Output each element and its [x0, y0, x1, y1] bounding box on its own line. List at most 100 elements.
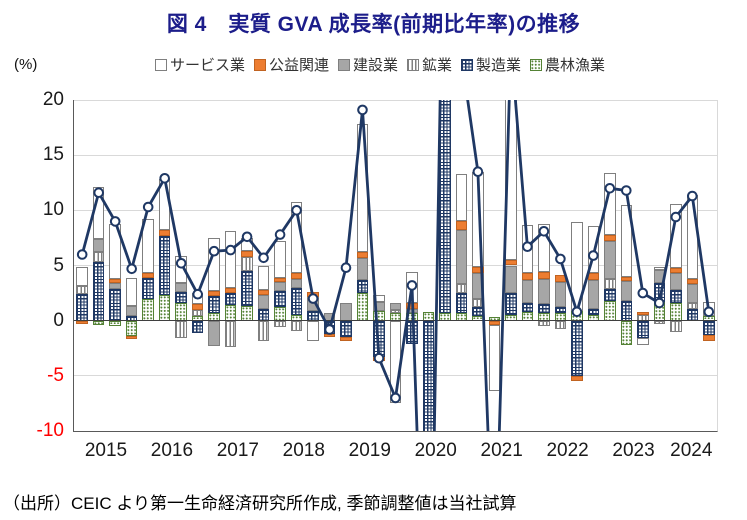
page-title: 図 4 実質 GVA 成長率(前期比年率)の推移 — [166, 13, 581, 36]
bar-segment-construction — [356, 257, 369, 280]
line-marker — [241, 231, 253, 243]
line-marker — [126, 263, 138, 275]
bar-segment-utilities — [521, 273, 534, 280]
y-axis-tick-label: 10 — [42, 199, 64, 221]
x-axis-year-label: 2022 — [546, 440, 589, 461]
line-marker — [390, 392, 401, 404]
bar-segment-manufacturing — [175, 291, 187, 303]
legend-label: 製造業 — [476, 57, 522, 74]
line-marker — [274, 229, 286, 240]
bar-segment-mining — [92, 252, 105, 263]
legend-swatch-construction-icon — [337, 58, 350, 71]
bar-segment-construction — [455, 230, 468, 285]
x-axis-year-label: 2024 — [670, 440, 713, 461]
bar-segment-services — [125, 277, 138, 307]
bar-segment-services — [142, 219, 154, 274]
y-axis-tick-label: 15 — [42, 144, 64, 166]
bar-segment-construction — [274, 282, 286, 291]
bar-segment-utilities — [241, 251, 253, 257]
bar-segment-construction — [670, 273, 682, 290]
line-marker — [522, 241, 533, 252]
line-marker — [159, 173, 170, 184]
bar-segment-construction — [175, 283, 187, 292]
zero-axis-line — [74, 319, 717, 322]
bar-segment-services — [604, 172, 616, 235]
bar-segment-manufacturing — [521, 303, 534, 312]
x-axis-year-label: 2020 — [414, 440, 457, 461]
bar-segment-manufacturing — [604, 288, 616, 301]
gva-growth-line-chart — [76, 100, 715, 431]
gridline — [74, 100, 717, 101]
bar-segment-services — [455, 173, 468, 222]
bar-segment-services — [670, 203, 682, 268]
bar-segment-utilities — [472, 266, 484, 274]
line-marker — [604, 183, 616, 194]
bar-segment-utilities — [538, 272, 550, 279]
bar-segment-utilities — [637, 311, 649, 316]
bar-segment-construction — [125, 306, 138, 317]
line-marker — [192, 288, 203, 300]
bar-segment-mining — [604, 278, 616, 289]
line-marker — [142, 201, 154, 213]
bar-segment-manufacturing — [455, 293, 468, 313]
bar-segment-utilities — [670, 267, 682, 274]
legend-swatch-utilities-icon — [253, 58, 266, 71]
legend-label: 公益関連 — [268, 57, 329, 74]
y-axis-tick-label: 0 — [53, 309, 64, 331]
bar-segment-manufacturing — [538, 304, 550, 313]
legend-item-manufacturing: 製造業 — [461, 54, 521, 75]
bar-segment-manufacturing — [554, 307, 567, 313]
bar-segment-construction — [686, 284, 699, 303]
x-axis-year-label: 2018 — [282, 440, 325, 461]
bar-segment-manufacturing — [274, 290, 286, 308]
bar-segment-services — [620, 204, 633, 277]
y-axis-tick-label: 5 — [53, 254, 64, 276]
legend-label: 鉱業 — [422, 57, 453, 74]
bar-segment-mining — [389, 309, 402, 313]
legend: サービス業 公益関連 建設業 鉱業 製造業 農林漁業 — [60, 54, 700, 75]
source-note: （出所）CEIC より第一生命経済研究所作成, 季節調整値は当社試算 — [3, 494, 517, 513]
bar-segment-construction — [92, 239, 105, 253]
bar-segment-services — [637, 338, 649, 345]
bar-segment-manufacturing — [142, 277, 154, 299]
bar-segment-utilities — [703, 335, 715, 341]
legend-swatch-mining-icon — [407, 58, 419, 71]
bar-segment-construction — [620, 280, 633, 301]
x-axis-year-label: 2016 — [150, 440, 194, 461]
plot-area — [73, 100, 718, 432]
bar-segment-construction — [109, 283, 121, 289]
legend-label: サービス業 — [169, 57, 245, 74]
line-marker — [76, 249, 88, 260]
legend-item-construction: 建設業 — [337, 54, 398, 75]
bar-segment-utilities — [142, 273, 154, 278]
line-marker — [571, 306, 583, 318]
y-axis-unit-label: (%) — [14, 56, 38, 73]
bar-segment-services — [257, 265, 270, 290]
line-marker — [291, 205, 302, 216]
gva-line — [80, 100, 711, 431]
bar-segment-utilities — [208, 290, 220, 297]
line-marker — [406, 280, 418, 291]
bar-segment-services — [274, 241, 286, 278]
bar-segment-utilities — [686, 278, 699, 285]
line-marker — [208, 245, 220, 257]
bar-segment-utilities — [158, 230, 171, 236]
x-axis-year-label: 2015 — [84, 440, 128, 461]
legend-item-agriculture: 農林漁業 — [530, 54, 605, 75]
bar-segment-mining — [455, 284, 468, 294]
bar-segment-construction — [257, 295, 270, 309]
bar-segment-services — [538, 223, 550, 273]
legend-item-services: サービス業 — [154, 54, 245, 75]
line-marker — [621, 185, 632, 196]
legend-label: 農林漁業 — [545, 57, 606, 74]
line-marker — [357, 104, 368, 116]
bar-segment-services — [488, 325, 501, 392]
line-marker — [340, 262, 352, 273]
line-marker — [109, 216, 121, 227]
line-marker — [324, 324, 335, 335]
line-marker — [654, 297, 665, 309]
bar-segment-manufacturing — [439, 100, 451, 313]
line-marker — [687, 190, 698, 202]
line-marker — [670, 211, 682, 223]
